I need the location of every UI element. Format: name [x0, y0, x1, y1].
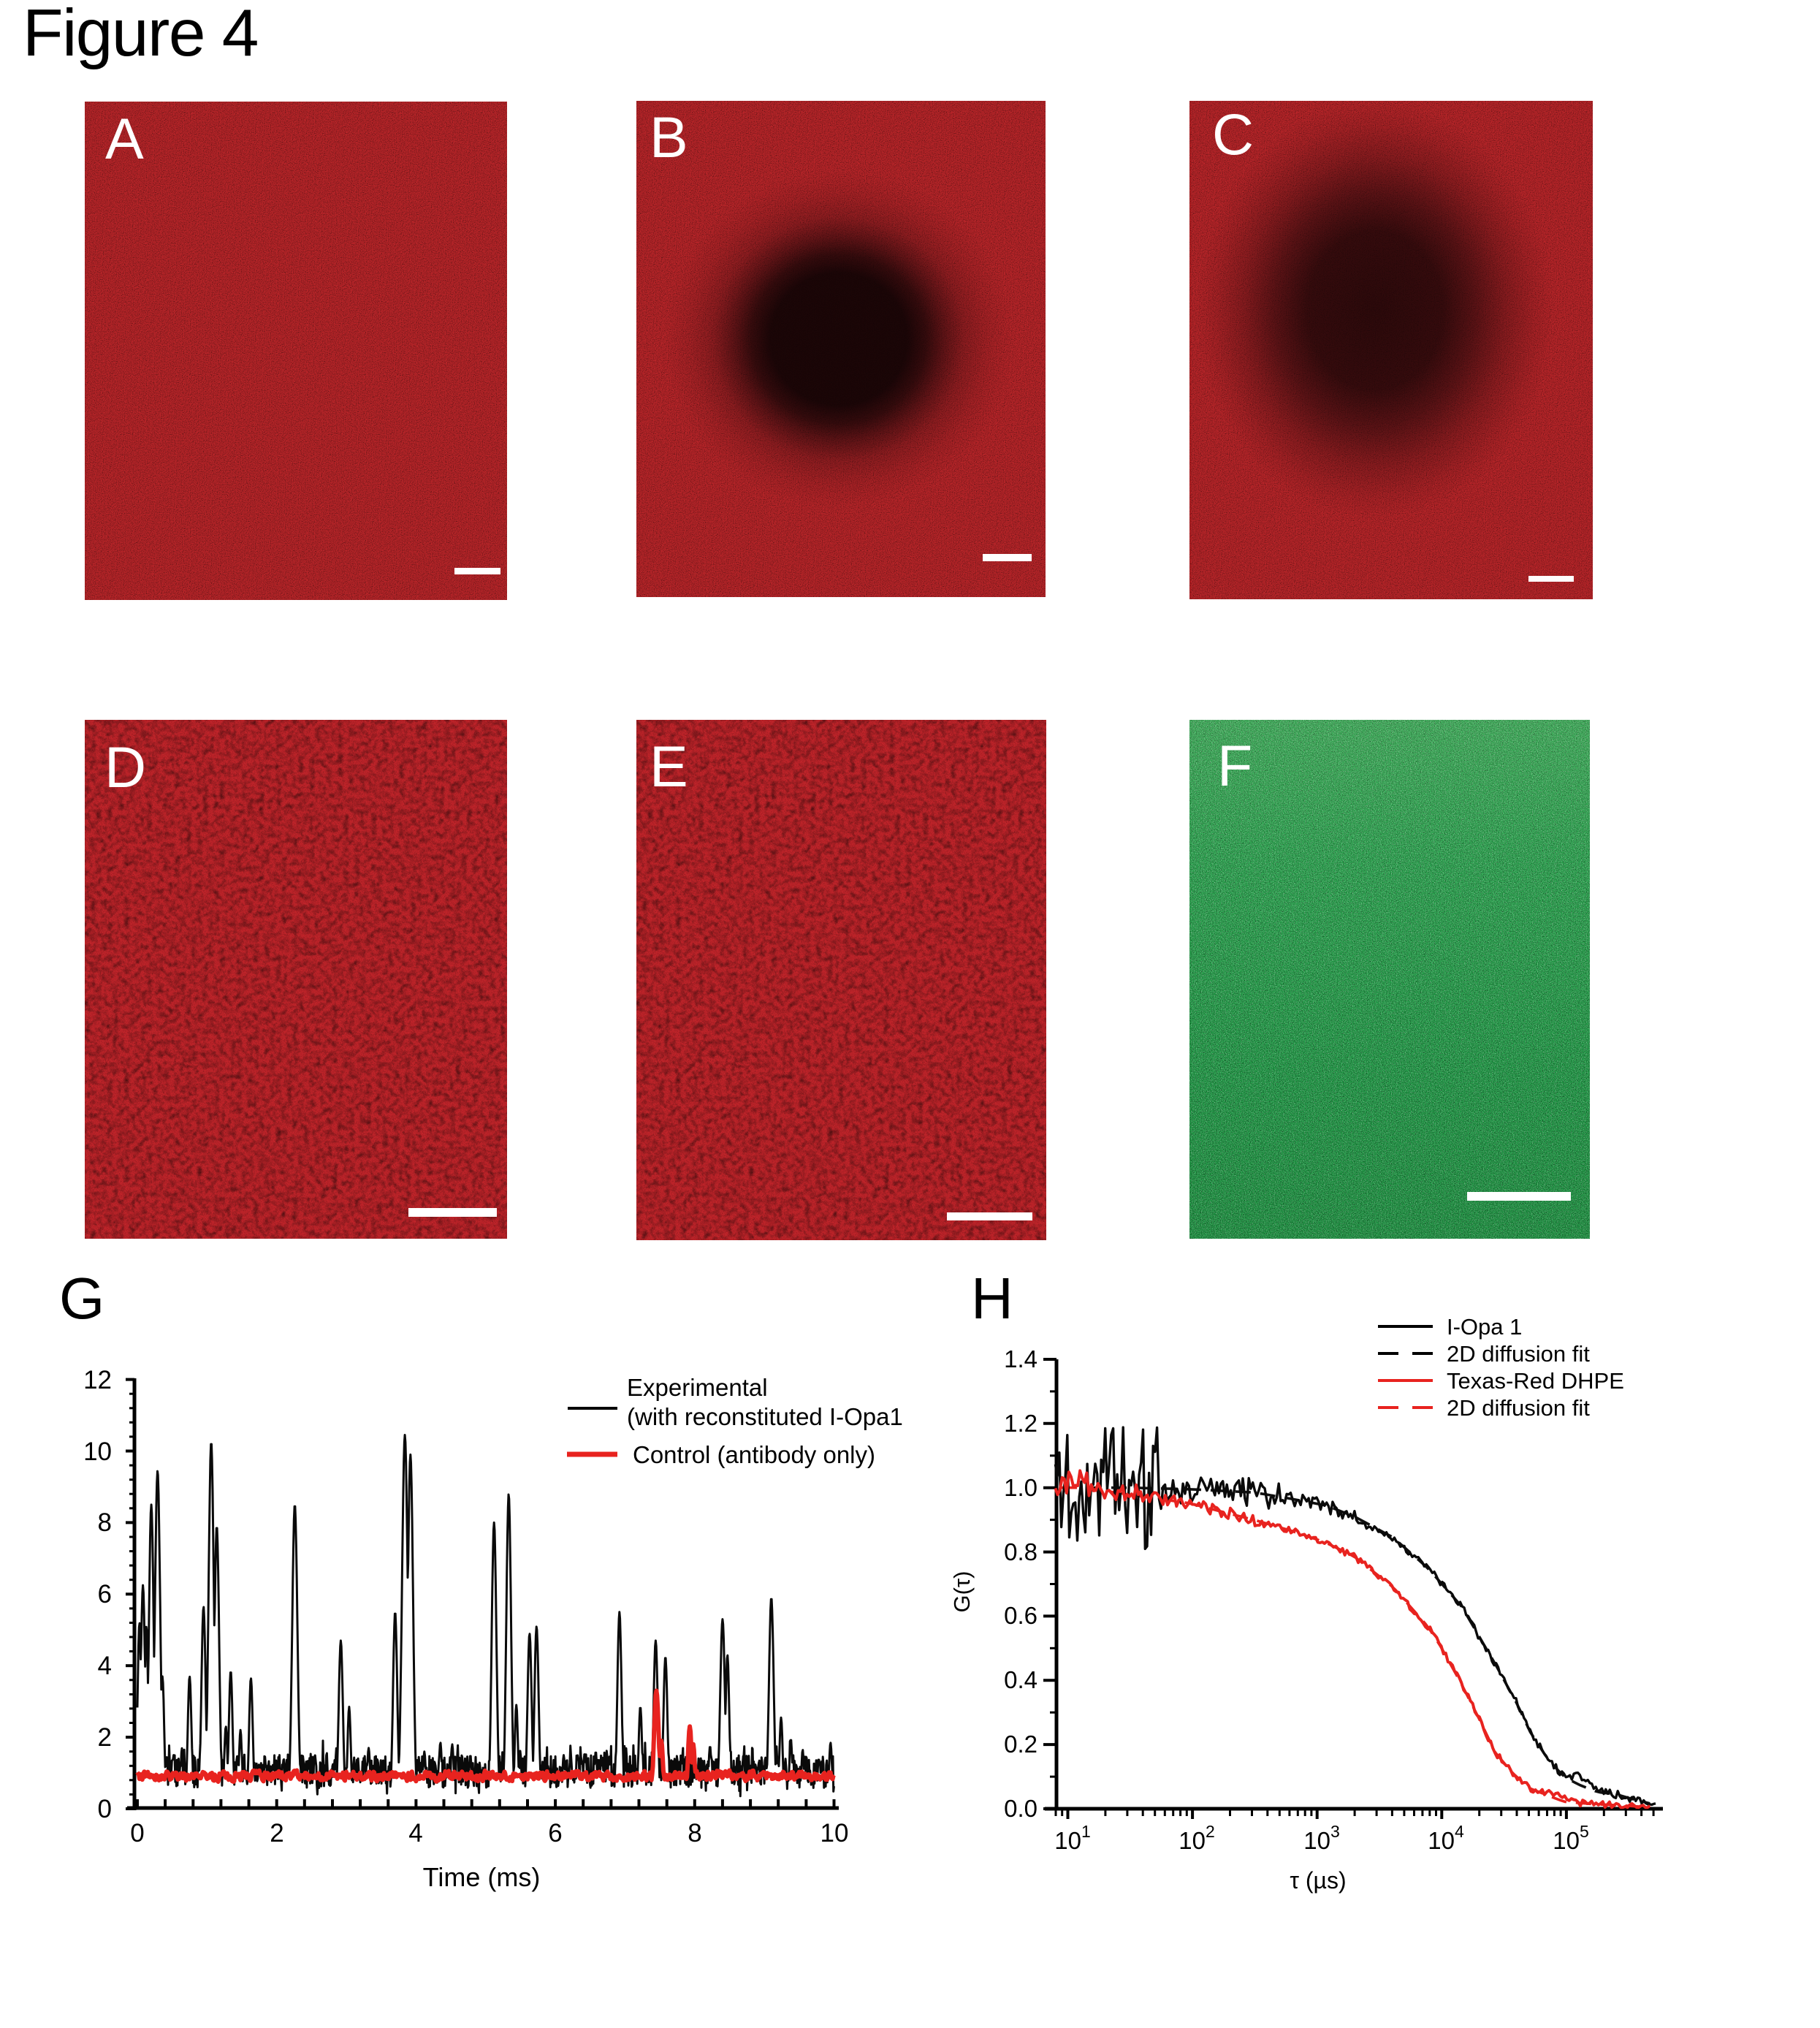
svg-text:104: 104: [1428, 1822, 1464, 1854]
svg-text:I-Opa 1: I-Opa 1: [1447, 1314, 1522, 1340]
svg-text:0.8: 0.8: [1004, 1538, 1037, 1565]
svg-text:102: 102: [1179, 1822, 1215, 1854]
svg-text:2: 2: [270, 1819, 283, 1847]
svg-text:0.2: 0.2: [1004, 1731, 1037, 1758]
svg-text:1.0: 1.0: [1004, 1474, 1037, 1501]
svg-text:1.4: 1.4: [1004, 1345, 1037, 1372]
svg-text:2: 2: [98, 1723, 112, 1752]
svg-text:Experimental: Experimental: [627, 1374, 768, 1401]
svg-text:10: 10: [820, 1819, 849, 1847]
svg-text:8: 8: [98, 1508, 112, 1537]
svg-text:103: 103: [1303, 1822, 1340, 1854]
svg-text:0: 0: [130, 1819, 144, 1847]
svg-text:G(τ): G(τ): [949, 1571, 975, 1612]
svg-text:2D diffusion fit: 2D diffusion fit: [1447, 1341, 1590, 1367]
svg-text:12: 12: [83, 1366, 112, 1394]
svg-text:6: 6: [98, 1580, 112, 1609]
svg-text:Time (ms): Time (ms): [423, 1862, 541, 1892]
svg-text:Texas-Red DHPE: Texas-Red DHPE: [1447, 1368, 1624, 1394]
svg-text:0.4: 0.4: [1004, 1666, 1037, 1693]
svg-text:Control (antibody only): Control (antibody only): [633, 1441, 875, 1468]
svg-text:4: 4: [408, 1819, 422, 1847]
svg-text:105: 105: [1553, 1822, 1589, 1854]
svg-text:4: 4: [98, 1652, 112, 1680]
svg-text:0.0: 0.0: [1004, 1795, 1037, 1822]
svg-text:101: 101: [1054, 1822, 1091, 1854]
svg-text:0: 0: [98, 1795, 112, 1823]
svg-text:2D diffusion fit: 2D diffusion fit: [1447, 1395, 1590, 1421]
svg-text:0.6: 0.6: [1004, 1602, 1037, 1629]
svg-text:6: 6: [548, 1819, 562, 1847]
svg-text:10: 10: [83, 1438, 112, 1466]
svg-text:τ (µs): τ (µs): [1290, 1867, 1346, 1894]
svg-text:(with reconstituted I-Opa1: (with reconstituted I-Opa1: [627, 1403, 903, 1430]
svg-text:8: 8: [688, 1819, 701, 1847]
svg-text:1.2: 1.2: [1004, 1410, 1037, 1437]
